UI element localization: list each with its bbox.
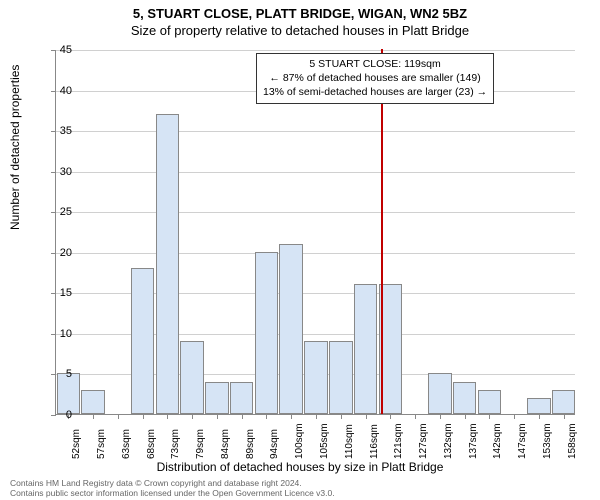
- gridline: [56, 253, 575, 254]
- x-tick: [291, 414, 292, 419]
- bar: [205, 382, 229, 414]
- bar: [279, 244, 303, 414]
- bar: [478, 390, 502, 414]
- y-tick-label: 10: [42, 328, 72, 340]
- bar: [527, 398, 551, 414]
- x-tick-label: 100sqm: [294, 423, 305, 459]
- y-tick-label: 5: [42, 368, 72, 380]
- annotation-line: 5 STUART CLOSE: 119sqm: [263, 57, 487, 71]
- gridline: [56, 212, 575, 213]
- x-tick-label: 147sqm: [517, 423, 528, 459]
- y-tick-label: 45: [42, 44, 72, 56]
- bar: [552, 390, 576, 414]
- x-tick-label: 52sqm: [71, 429, 82, 459]
- x-tick: [143, 414, 144, 419]
- bar: [354, 284, 378, 414]
- x-tick: [118, 414, 119, 419]
- y-tick-label: 15: [42, 287, 72, 299]
- chart-title: 5, STUART CLOSE, PLATT BRIDGE, WIGAN, WN…: [0, 0, 600, 21]
- x-tick: [415, 414, 416, 419]
- x-tick-label: 105sqm: [319, 423, 330, 459]
- x-tick: [366, 414, 367, 419]
- x-tick: [564, 414, 565, 419]
- x-tick: [316, 414, 317, 419]
- bar: [255, 252, 279, 414]
- x-tick-label: 137sqm: [468, 423, 479, 459]
- x-tick-label: 110sqm: [344, 424, 355, 459]
- x-tick-label: 121sqm: [393, 423, 404, 459]
- gridline: [56, 50, 575, 51]
- bar: [329, 341, 353, 414]
- x-tick: [489, 414, 490, 419]
- x-tick-label: 57sqm: [96, 429, 107, 459]
- x-tick-label: 158sqm: [567, 423, 578, 459]
- x-tick-label: 89sqm: [245, 429, 256, 459]
- x-tick-label: 116sqm: [369, 424, 380, 459]
- bar: [453, 382, 477, 414]
- x-tick: [539, 414, 540, 419]
- x-tick-label: 63sqm: [121, 429, 132, 459]
- x-tick: [266, 414, 267, 419]
- bar: [230, 382, 254, 414]
- x-tick-label: 127sqm: [418, 423, 429, 459]
- bar: [156, 114, 180, 414]
- x-tick-label: 153sqm: [542, 423, 553, 459]
- bar: [180, 341, 204, 414]
- x-tick-label: 79sqm: [195, 429, 206, 459]
- x-tick: [93, 414, 94, 419]
- gridline: [56, 172, 575, 173]
- x-tick: [242, 414, 243, 419]
- gridline: [56, 131, 575, 132]
- x-tick-label: 84sqm: [220, 429, 231, 459]
- x-tick: [440, 414, 441, 419]
- x-tick: [514, 414, 515, 419]
- x-tick: [341, 414, 342, 419]
- x-tick: [167, 414, 168, 419]
- chart-plot-area: 5 STUART CLOSE: 119sqm← 87% of detached …: [55, 50, 575, 415]
- bar: [131, 268, 155, 414]
- footer-attribution: Contains HM Land Registry data © Crown c…: [10, 478, 335, 498]
- footer-line-1: Contains HM Land Registry data © Crown c…: [10, 478, 335, 488]
- bar: [428, 373, 452, 414]
- x-tick: [217, 414, 218, 419]
- y-tick-label: 25: [42, 206, 72, 218]
- y-tick-label: 0: [42, 409, 72, 421]
- x-tick-label: 94sqm: [269, 429, 280, 459]
- annotation-line: 13% of semi-detached houses are larger (…: [263, 85, 487, 99]
- annotation-box: 5 STUART CLOSE: 119sqm← 87% of detached …: [256, 53, 494, 104]
- footer-line-2: Contains public sector information licen…: [10, 488, 335, 498]
- y-tick-label: 20: [42, 247, 72, 259]
- y-axis-label: Number of detached properties: [8, 65, 22, 230]
- chart-subtitle: Size of property relative to detached ho…: [0, 21, 600, 42]
- bar: [81, 390, 105, 414]
- x-tick-label: 68sqm: [146, 429, 157, 459]
- bar: [304, 341, 328, 414]
- x-axis-label: Distribution of detached houses by size …: [0, 460, 600, 474]
- x-tick: [192, 414, 193, 419]
- x-tick-label: 132sqm: [443, 423, 454, 459]
- marker-line: [381, 49, 383, 414]
- y-tick-label: 30: [42, 166, 72, 178]
- x-tick-label: 73sqm: [170, 429, 181, 459]
- x-tick: [465, 414, 466, 419]
- y-tick-label: 40: [42, 85, 72, 97]
- y-tick-label: 35: [42, 125, 72, 137]
- x-tick: [390, 414, 391, 419]
- x-tick-label: 142sqm: [492, 423, 503, 459]
- annotation-line: ← 87% of detached houses are smaller (14…: [263, 71, 487, 85]
